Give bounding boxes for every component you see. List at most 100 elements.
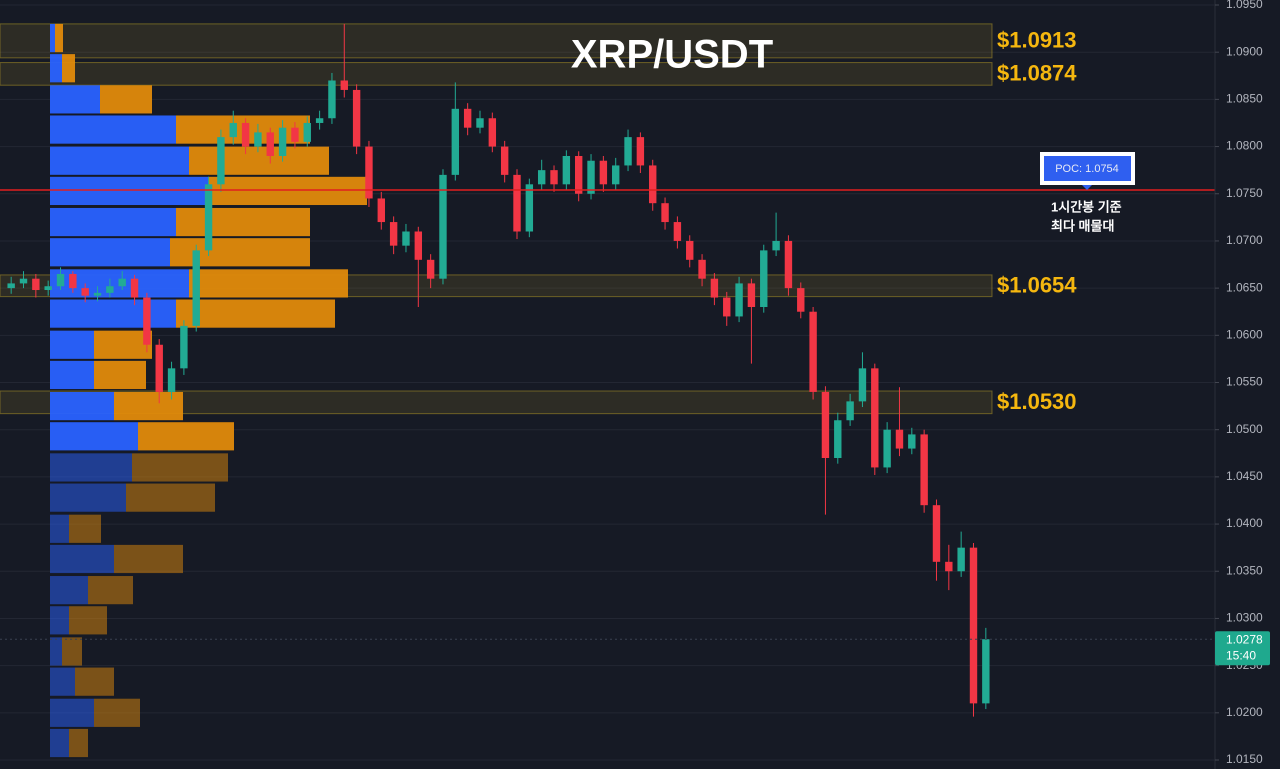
candle-body	[846, 401, 854, 421]
annotation: 최다 매물대	[1051, 218, 1114, 233]
profile-sell	[208, 176, 367, 206]
profile-buy	[50, 330, 94, 359]
zone-label: $1.0874	[997, 61, 1077, 86]
candle-body	[969, 547, 978, 704]
candle-body	[93, 292, 102, 296]
candle-body	[895, 429, 904, 449]
candle-body	[476, 118, 484, 128]
y-tick-label: 1.0300	[1226, 611, 1263, 625]
candle-body	[649, 165, 657, 204]
candle-body	[723, 297, 731, 317]
candle-body	[254, 132, 262, 147]
candle-body	[908, 434, 916, 449]
y-tick-label: 1.0350	[1226, 563, 1263, 577]
profile-buy	[50, 299, 176, 328]
y-tick-label: 1.0800	[1226, 139, 1263, 153]
profile-sell	[69, 514, 101, 543]
profile-sell	[189, 146, 329, 175]
y-tick-label: 1.0550	[1226, 375, 1263, 389]
candle-body	[858, 368, 867, 402]
profile-buy	[50, 698, 94, 727]
candle-body	[945, 561, 953, 572]
candle-body	[834, 420, 842, 458]
candle-body	[7, 283, 15, 289]
profile-buy	[50, 606, 69, 635]
candle-body	[118, 278, 126, 287]
candle-body	[550, 170, 558, 185]
candle-body	[291, 127, 299, 142]
candle-body	[698, 259, 706, 279]
zone-label: $1.0654	[997, 273, 1077, 298]
candle-body	[599, 160, 608, 185]
y-tick-label: 1.0150	[1226, 752, 1263, 766]
profile-sell	[69, 728, 88, 758]
poc-box-inner	[1044, 156, 1131, 181]
y-tick-label: 1.0750	[1226, 186, 1263, 200]
y-tick-label: 1.0400	[1226, 516, 1263, 530]
candle-body	[167, 368, 176, 392]
candle-body	[389, 222, 398, 246]
y-tick-label: 1.0700	[1226, 233, 1263, 247]
volume-profile	[50, 23, 367, 758]
profile-sell	[138, 422, 234, 451]
candle-body	[809, 311, 817, 392]
profile-sell	[75, 667, 114, 696]
candle-body	[439, 174, 447, 279]
candle-body	[920, 434, 928, 506]
candle-body	[957, 547, 965, 572]
profile-buy	[50, 391, 114, 421]
candle-body	[402, 231, 410, 246]
profile-sell	[69, 606, 107, 635]
poc-pointer	[1082, 185, 1092, 190]
candle-body	[525, 184, 534, 232]
profile-sell	[100, 85, 152, 114]
candle-body	[784, 240, 793, 289]
candle-body	[56, 273, 65, 287]
candle-body	[426, 259, 435, 279]
annotation: 1시간봉 기준	[1051, 199, 1122, 214]
zone-label: $1.0913	[997, 28, 1077, 53]
profile-buy	[50, 667, 75, 696]
zone	[0, 62, 993, 86]
candle-body	[821, 391, 830, 458]
profile-buy	[50, 54, 62, 83]
profile-sell	[170, 238, 310, 267]
candle-body	[797, 288, 805, 312]
profile-sell	[176, 207, 310, 237]
candle-body	[661, 203, 669, 223]
profile-sell	[126, 483, 215, 512]
last-price-label: 1.0278	[1226, 632, 1263, 646]
y-tick-label: 1.0200	[1226, 705, 1263, 719]
profile-buy	[50, 637, 62, 666]
candle-body	[710, 278, 719, 298]
profile-buy	[50, 728, 69, 758]
candle-body	[488, 118, 497, 147]
profile-sell	[55, 23, 63, 53]
candle-body	[747, 283, 756, 307]
y-tick-label: 1.0450	[1226, 469, 1263, 483]
candle-body	[574, 156, 583, 194]
candle-body	[500, 146, 509, 175]
candle-body	[673, 222, 682, 241]
candle-body	[562, 156, 571, 185]
profile-sell	[88, 576, 133, 605]
candle-body	[636, 137, 645, 166]
profile-sell	[62, 54, 75, 83]
last-price-tag	[1215, 631, 1270, 666]
profile-sell	[189, 269, 348, 298]
candle-body	[352, 89, 361, 147]
profile-buy	[50, 576, 88, 605]
y-tick-label: 1.0500	[1226, 422, 1263, 436]
price-axis: 1.0950 1.0900 1.0850 1.0800 1.0750 1.0700 1.06…	[1215, 0, 1270, 766]
profile-buy	[50, 453, 132, 482]
profile-buy	[50, 483, 126, 512]
profile-buy	[50, 514, 69, 543]
profile-sell	[62, 637, 82, 666]
profile-sell	[132, 453, 228, 482]
candle-body	[229, 122, 237, 138]
candle-body	[19, 278, 28, 284]
